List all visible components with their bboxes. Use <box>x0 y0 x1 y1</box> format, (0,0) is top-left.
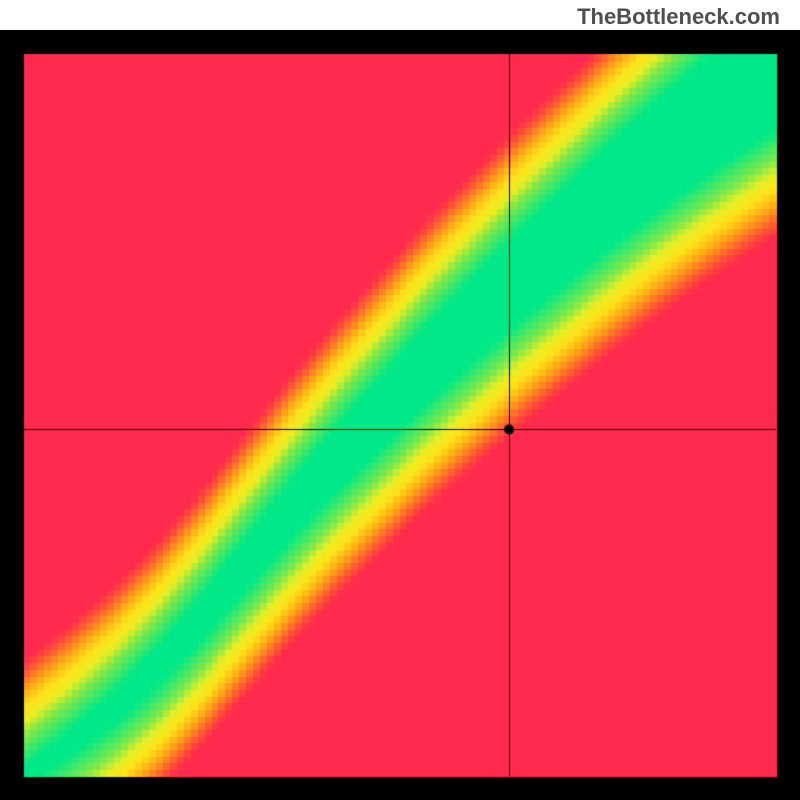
watermark-text: TheBottleneck.com <box>577 4 780 30</box>
plot-area <box>0 30 800 800</box>
heatmap-canvas <box>0 30 800 800</box>
chart-container: TheBottleneck.com <box>0 0 800 800</box>
